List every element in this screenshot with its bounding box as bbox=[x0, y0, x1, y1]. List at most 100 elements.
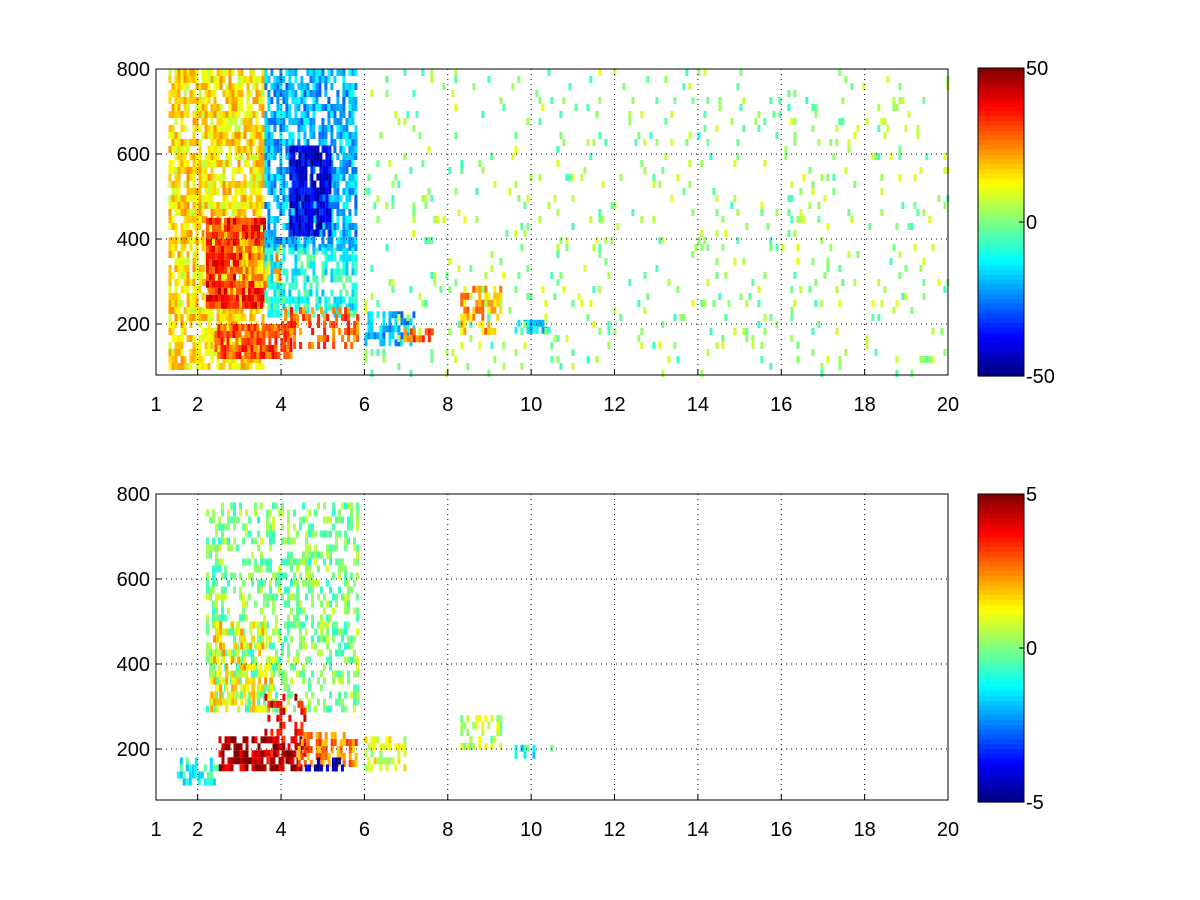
heatmap-cell bbox=[571, 174, 575, 181]
heatmap-cell bbox=[481, 722, 485, 729]
heatmap-cell bbox=[198, 314, 202, 321]
heatmap-cell bbox=[219, 209, 223, 216]
heatmap-cell bbox=[324, 261, 328, 269]
heatmap-cell bbox=[258, 209, 262, 216]
heatmap-cell bbox=[493, 181, 497, 188]
heatmap-cell bbox=[321, 125, 325, 132]
heatmap-cell bbox=[354, 254, 358, 262]
heatmap-cell bbox=[874, 349, 878, 356]
heatmap-cell bbox=[354, 146, 358, 153]
heatmap-cell bbox=[370, 332, 374, 340]
heatmap-cell bbox=[186, 104, 190, 111]
heatmap-cell bbox=[245, 274, 249, 281]
heatmap-cell bbox=[742, 328, 746, 335]
heatmap-cell bbox=[300, 111, 304, 118]
heatmap-cell bbox=[312, 90, 316, 97]
heatmap-cell bbox=[335, 698, 338, 706]
heatmap-cell bbox=[258, 195, 262, 202]
heatmap-cell bbox=[350, 642, 353, 650]
heatmap-cell bbox=[222, 272, 226, 279]
heatmap-cell bbox=[529, 174, 533, 181]
heatmap-cell bbox=[376, 216, 380, 223]
heatmap-cell bbox=[284, 314, 288, 321]
heatmap-cell bbox=[356, 551, 359, 559]
heatmap-cell bbox=[889, 258, 893, 265]
heatmap-cell bbox=[237, 314, 241, 321]
heatmap-cell bbox=[227, 259, 230, 267]
heatmap-cell bbox=[300, 76, 304, 83]
heatmap-cell bbox=[790, 335, 794, 342]
heatmap-cell bbox=[267, 275, 271, 283]
heatmap-cell bbox=[207, 335, 211, 342]
heatmap-cell bbox=[328, 159, 332, 167]
heatmap-cell bbox=[219, 202, 223, 209]
heatmap-cell bbox=[222, 677, 226, 685]
heatmap-cell bbox=[201, 132, 205, 139]
heatmap-cell bbox=[189, 153, 193, 160]
heatmap-cell bbox=[168, 356, 172, 363]
heatmap-cell bbox=[180, 125, 184, 132]
heatmap-cell bbox=[290, 750, 294, 758]
heatmap-cell bbox=[937, 195, 941, 202]
heatmap-cell bbox=[344, 314, 348, 321]
heatmap-cell bbox=[231, 111, 235, 118]
heatmap-cell bbox=[300, 742, 304, 750]
heatmap-cell bbox=[322, 201, 326, 209]
heatmap-cell bbox=[403, 736, 407, 744]
heatmap-cell bbox=[304, 166, 308, 174]
heatmap-cell bbox=[228, 649, 232, 657]
heatmap-cell bbox=[364, 300, 368, 307]
heatmap-cell bbox=[296, 670, 299, 678]
heatmap-cell bbox=[284, 705, 287, 713]
heatmap-cell bbox=[330, 230, 334, 237]
heatmap-cell bbox=[301, 229, 305, 237]
heatmap-cell bbox=[189, 293, 193, 300]
heatmap-cell bbox=[270, 268, 274, 276]
heatmap-cell bbox=[287, 628, 290, 636]
heatmap-cell bbox=[315, 753, 319, 760]
heatmap-cell bbox=[233, 238, 236, 246]
heatmap-cell bbox=[233, 736, 237, 744]
heatmap-cell bbox=[493, 299, 497, 307]
heatmap-cell bbox=[319, 187, 323, 195]
heatmap-cell bbox=[213, 90, 217, 97]
heatmap-cell bbox=[180, 237, 184, 244]
heatmap-cell bbox=[421, 195, 425, 202]
heatmap-cell bbox=[201, 118, 205, 125]
heatmap-cell bbox=[240, 663, 244, 671]
heatmap-cell bbox=[299, 642, 302, 650]
heatmap-cell bbox=[216, 76, 220, 83]
heatmap-cell bbox=[481, 286, 485, 293]
heatmap-cell bbox=[282, 139, 286, 146]
heatmap-cell bbox=[315, 732, 319, 739]
heatmap-cell bbox=[673, 314, 677, 321]
heatmap-cell bbox=[350, 502, 353, 510]
heatmap-cell bbox=[267, 139, 271, 146]
heatmap-cell bbox=[820, 363, 824, 370]
heatmap-cell bbox=[239, 246, 243, 253]
heatmap-cell bbox=[775, 132, 779, 139]
heatmap-cell bbox=[267, 132, 271, 139]
heatmap-cell bbox=[317, 314, 321, 321]
heatmap-cell bbox=[189, 363, 193, 370]
heatmap-cell bbox=[270, 181, 274, 188]
colorbar-segment bbox=[978, 749, 1024, 755]
heatmap-cell bbox=[186, 202, 190, 209]
heatmap-cell bbox=[250, 352, 254, 359]
heatmap-cell bbox=[321, 104, 325, 111]
heatmap-cell bbox=[311, 328, 315, 335]
heatmap-cell bbox=[219, 677, 223, 685]
heatmap-cell bbox=[251, 246, 255, 253]
heatmap-cell bbox=[309, 282, 313, 290]
heatmap-cell bbox=[231, 202, 235, 209]
heatmap-cell bbox=[323, 698, 326, 706]
heatmap-cell bbox=[344, 565, 347, 573]
heatmap-cell bbox=[228, 97, 232, 104]
heatmap-cell bbox=[385, 325, 389, 333]
heatmap-cell bbox=[508, 188, 512, 195]
heatmap-cell bbox=[296, 321, 300, 328]
heatmap-cell bbox=[218, 231, 221, 239]
heatmap-cell bbox=[319, 173, 323, 181]
heatmap-cell bbox=[219, 181, 223, 188]
heatmap-cell bbox=[207, 363, 211, 370]
